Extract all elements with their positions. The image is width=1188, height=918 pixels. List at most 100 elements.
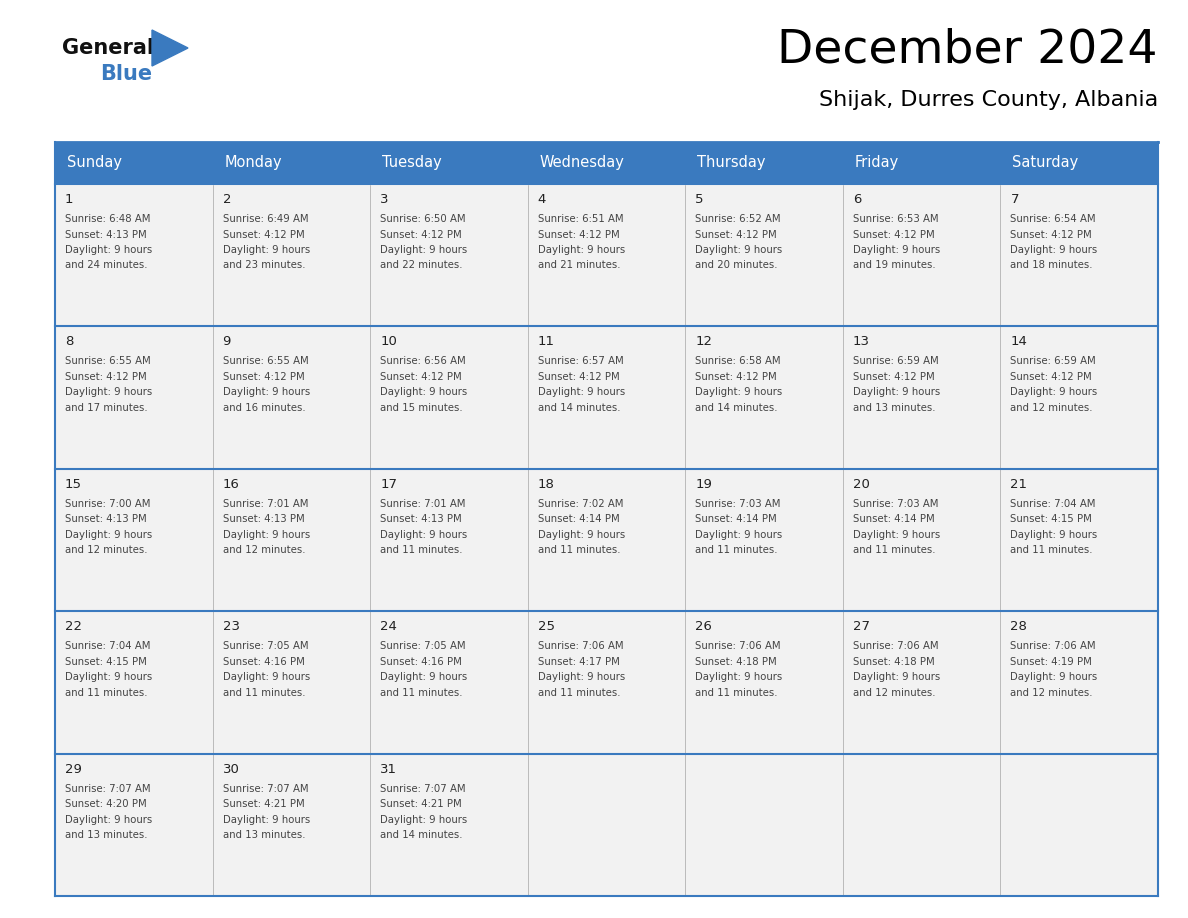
Text: 5: 5	[695, 193, 703, 206]
Text: Daylight: 9 hours: Daylight: 9 hours	[695, 530, 783, 540]
Bar	[55, 142, 213, 184]
Text: Sunset: 4:14 PM: Sunset: 4:14 PM	[695, 514, 777, 524]
Text: Daylight: 9 hours: Daylight: 9 hours	[380, 387, 467, 397]
Text: and 15 minutes.: and 15 minutes.	[380, 403, 463, 413]
Bar	[685, 611, 842, 754]
Bar	[213, 327, 371, 469]
Text: Daylight: 9 hours: Daylight: 9 hours	[65, 530, 152, 540]
Text: Sunset: 4:12 PM: Sunset: 4:12 PM	[1011, 230, 1092, 240]
Text: 24: 24	[380, 621, 397, 633]
Bar	[685, 142, 842, 184]
Text: 8: 8	[65, 335, 74, 349]
Text: Sunset: 4:19 PM: Sunset: 4:19 PM	[1011, 656, 1092, 666]
Text: Sunrise: 7:05 AM: Sunrise: 7:05 AM	[222, 641, 308, 651]
Text: Tuesday: Tuesday	[383, 155, 442, 171]
Text: Sunrise: 6:56 AM: Sunrise: 6:56 AM	[380, 356, 466, 366]
Text: 13: 13	[853, 335, 870, 349]
Text: Daylight: 9 hours: Daylight: 9 hours	[380, 672, 467, 682]
Text: 16: 16	[222, 477, 240, 491]
Text: Daylight: 9 hours: Daylight: 9 hours	[538, 387, 625, 397]
Bar	[685, 469, 842, 611]
Text: Daylight: 9 hours: Daylight: 9 hours	[1011, 672, 1098, 682]
Text: Sunset: 4:12 PM: Sunset: 4:12 PM	[222, 372, 304, 382]
Text: 2: 2	[222, 193, 232, 206]
Text: Sunrise: 7:00 AM: Sunrise: 7:00 AM	[65, 498, 151, 509]
Text: Sunset: 4:13 PM: Sunset: 4:13 PM	[380, 514, 462, 524]
Text: 20: 20	[853, 477, 870, 491]
Text: Daylight: 9 hours: Daylight: 9 hours	[695, 387, 783, 397]
Text: Daylight: 9 hours: Daylight: 9 hours	[1011, 387, 1098, 397]
Text: Daylight: 9 hours: Daylight: 9 hours	[695, 245, 783, 255]
Text: Daylight: 9 hours: Daylight: 9 hours	[1011, 245, 1098, 255]
Text: Shijak, Durres County, Albania: Shijak, Durres County, Albania	[819, 90, 1158, 110]
Text: 29: 29	[65, 763, 82, 776]
Text: Daylight: 9 hours: Daylight: 9 hours	[222, 245, 310, 255]
Text: Sunset: 4:12 PM: Sunset: 4:12 PM	[65, 372, 147, 382]
Text: and 11 minutes.: and 11 minutes.	[65, 688, 147, 698]
Text: 3: 3	[380, 193, 388, 206]
Text: Saturday: Saturday	[1012, 155, 1079, 171]
Bar	[1000, 327, 1158, 469]
Bar	[527, 754, 685, 896]
Text: Sunrise: 7:07 AM: Sunrise: 7:07 AM	[380, 784, 466, 793]
Text: Sunset: 4:12 PM: Sunset: 4:12 PM	[380, 230, 462, 240]
Bar	[55, 184, 213, 327]
Text: 7: 7	[1011, 193, 1019, 206]
Text: 27: 27	[853, 621, 870, 633]
Text: Daylight: 9 hours: Daylight: 9 hours	[380, 814, 467, 824]
Text: Sunrise: 6:53 AM: Sunrise: 6:53 AM	[853, 214, 939, 224]
Text: Sunset: 4:20 PM: Sunset: 4:20 PM	[65, 799, 147, 809]
Bar	[685, 327, 842, 469]
Text: Sunrise: 6:51 AM: Sunrise: 6:51 AM	[538, 214, 624, 224]
Bar	[213, 754, 371, 896]
Bar	[1000, 754, 1158, 896]
Text: Daylight: 9 hours: Daylight: 9 hours	[380, 245, 467, 255]
Bar	[371, 611, 527, 754]
Text: and 11 minutes.: and 11 minutes.	[538, 688, 620, 698]
Text: Daylight: 9 hours: Daylight: 9 hours	[380, 530, 467, 540]
Text: and 12 minutes.: and 12 minutes.	[853, 688, 935, 698]
Text: and 13 minutes.: and 13 minutes.	[65, 830, 147, 840]
Text: and 12 minutes.: and 12 minutes.	[222, 545, 305, 555]
Text: Sunset: 4:12 PM: Sunset: 4:12 PM	[538, 372, 619, 382]
Text: Sunset: 4:21 PM: Sunset: 4:21 PM	[222, 799, 304, 809]
Text: Sunset: 4:13 PM: Sunset: 4:13 PM	[222, 514, 304, 524]
Text: and 11 minutes.: and 11 minutes.	[695, 688, 778, 698]
Text: Daylight: 9 hours: Daylight: 9 hours	[695, 672, 783, 682]
Text: Sunrise: 7:04 AM: Sunrise: 7:04 AM	[1011, 498, 1095, 509]
Text: Sunrise: 6:48 AM: Sunrise: 6:48 AM	[65, 214, 151, 224]
Text: and 14 minutes.: and 14 minutes.	[695, 403, 778, 413]
Bar	[842, 327, 1000, 469]
Text: 4: 4	[538, 193, 546, 206]
Text: and 13 minutes.: and 13 minutes.	[853, 403, 935, 413]
Text: Daylight: 9 hours: Daylight: 9 hours	[222, 387, 310, 397]
Text: Sunset: 4:14 PM: Sunset: 4:14 PM	[538, 514, 619, 524]
Bar	[371, 754, 527, 896]
Text: December 2024: December 2024	[777, 28, 1158, 73]
Bar	[842, 469, 1000, 611]
Text: 31: 31	[380, 763, 397, 776]
Text: Sunset: 4:16 PM: Sunset: 4:16 PM	[222, 656, 304, 666]
Text: 6: 6	[853, 193, 861, 206]
Bar	[371, 184, 527, 327]
Text: 26: 26	[695, 621, 712, 633]
Bar	[527, 184, 685, 327]
Text: and 12 minutes.: and 12 minutes.	[65, 545, 147, 555]
Text: and 16 minutes.: and 16 minutes.	[222, 403, 305, 413]
Text: and 22 minutes.: and 22 minutes.	[380, 261, 462, 271]
Bar	[842, 142, 1000, 184]
Text: Sunset: 4:12 PM: Sunset: 4:12 PM	[1011, 372, 1092, 382]
Text: 11: 11	[538, 335, 555, 349]
Text: and 11 minutes.: and 11 minutes.	[695, 545, 778, 555]
Text: Daylight: 9 hours: Daylight: 9 hours	[853, 387, 940, 397]
Text: Sunrise: 6:50 AM: Sunrise: 6:50 AM	[380, 214, 466, 224]
Text: Sunset: 4:12 PM: Sunset: 4:12 PM	[695, 372, 777, 382]
Bar	[842, 754, 1000, 896]
Text: Daylight: 9 hours: Daylight: 9 hours	[222, 672, 310, 682]
Text: Sunset: 4:15 PM: Sunset: 4:15 PM	[1011, 514, 1092, 524]
Text: Sunrise: 7:01 AM: Sunrise: 7:01 AM	[380, 498, 466, 509]
Text: Sunrise: 7:07 AM: Sunrise: 7:07 AM	[65, 784, 151, 793]
Text: 12: 12	[695, 335, 713, 349]
Bar	[527, 327, 685, 469]
Text: General: General	[62, 38, 154, 58]
